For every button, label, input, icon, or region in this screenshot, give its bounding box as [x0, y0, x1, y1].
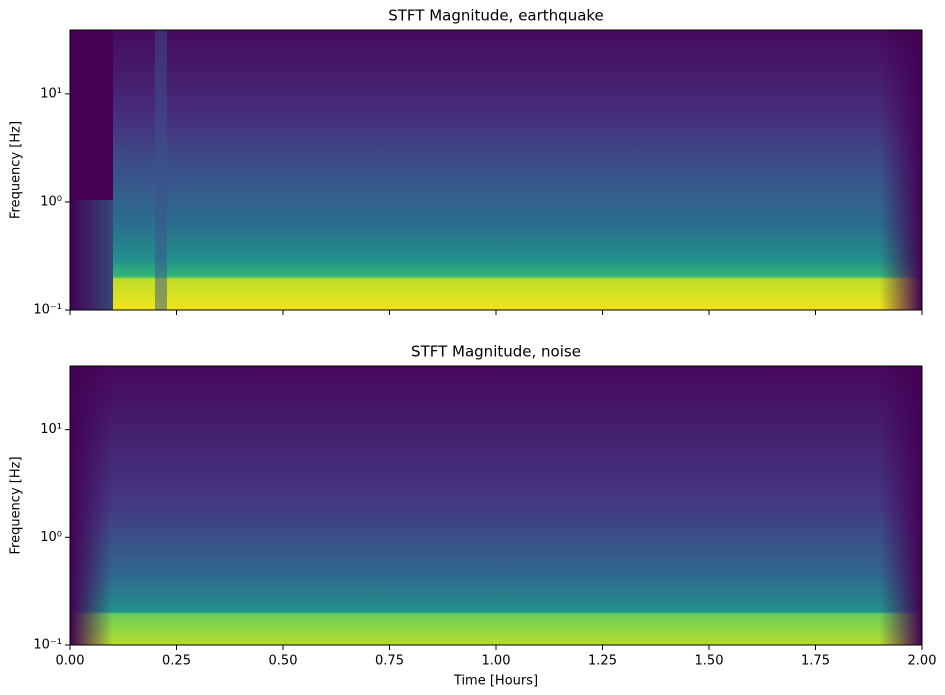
x-tick-label: 0.25	[162, 654, 191, 669]
x-tick-label: 0.00	[56, 654, 85, 669]
x-tick-label: 2.00	[908, 654, 937, 669]
y-tick-label: 10¹	[40, 86, 62, 101]
spectrogram-image-1	[70, 30, 922, 310]
spectrogram-image-2	[70, 366, 922, 645]
x-axis-label: Time [Hours]	[453, 674, 538, 689]
y-tick-label: 10⁰	[40, 194, 62, 209]
x-tick-label: 1.00	[482, 654, 511, 669]
x-tick-label: 0.75	[375, 654, 404, 669]
y-axis-label: Frequency [Hz]	[9, 121, 24, 219]
y-tick-label: 10⁰	[40, 530, 62, 545]
y-tick-label: 10⁻¹	[33, 303, 62, 318]
y-axis-label: Frequency [Hz]	[9, 456, 24, 554]
x-tick-label: 1.25	[588, 654, 617, 669]
x-tick-label: 1.50	[695, 654, 724, 669]
y-tick-label: 10¹	[40, 422, 62, 437]
y-tick-label: 10⁻¹	[33, 638, 62, 653]
x-tick-label: 0.50	[269, 654, 298, 669]
chart-title: STFT Magnitude, noise	[411, 343, 581, 361]
x-tick-label: 1.75	[801, 654, 830, 669]
chart-title: STFT Magnitude, earthquake	[388, 7, 604, 25]
